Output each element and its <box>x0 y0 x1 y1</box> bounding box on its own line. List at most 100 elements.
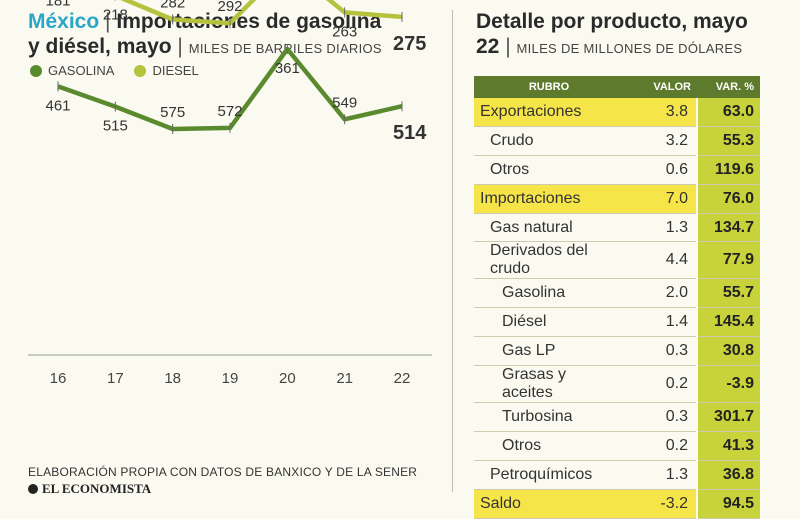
brand-logo: EL ECONOMISTA <box>28 481 151 497</box>
legend-swatch-diesel <box>134 64 147 77</box>
row-valor: 1.3 <box>624 213 697 243</box>
row-label: Gas LP <box>474 336 624 367</box>
brand-mark-icon <box>28 484 38 494</box>
row-label: Grasas y aceites <box>474 365 624 404</box>
x-tick-label: 20 <box>279 370 296 387</box>
data-label: 282 <box>160 0 185 11</box>
row-var: 63.0 <box>696 98 760 127</box>
data-label: 361 <box>275 60 300 77</box>
row-var: 94.5 <box>696 489 760 519</box>
row-label: Exportaciones <box>474 98 624 127</box>
column-divider <box>452 10 453 492</box>
row-valor: 0.3 <box>624 402 697 433</box>
table-row: Turbosina 0.3 301.7 <box>474 402 760 433</box>
row-var: 30.8 <box>696 336 760 367</box>
row-valor: 0.2 <box>624 431 697 461</box>
right-title-year: 22 <box>476 35 500 58</box>
row-label: Otros <box>474 431 624 461</box>
row-var: 301.7 <box>696 402 760 433</box>
row-label: Gasolina <box>474 278 624 309</box>
row-label: Crudo <box>474 126 624 156</box>
data-label: 515 <box>103 118 128 135</box>
legend-label-diesel: DIESEL <box>152 63 199 78</box>
row-var: 55.3 <box>696 126 760 156</box>
row-valor: 3.2 <box>624 126 697 156</box>
row-var: 134.7 <box>696 213 760 243</box>
row-valor: 1.3 <box>624 460 697 490</box>
row-valor: 4.4 <box>624 241 697 280</box>
header-rubro: RUBRO <box>474 76 624 98</box>
table-row: Exportaciones 3.8 63.0 <box>474 98 760 127</box>
row-valor: 7.0 <box>624 184 697 214</box>
data-label: 218 <box>103 7 128 24</box>
row-label: Turbosina <box>474 402 624 433</box>
data-label: 461 <box>45 97 70 114</box>
brand-name: EL ECONOMISTA <box>42 481 152 496</box>
x-tick-label: 22 <box>394 370 411 387</box>
title-line1: Importaciones de gasolina <box>116 10 382 33</box>
row-var: 77.9 <box>696 241 760 280</box>
legend-label-gasolina: GASOLINA <box>48 63 115 78</box>
title-country: México <box>28 10 100 33</box>
row-label: Importaciones <box>474 184 624 214</box>
right-title: Detalle por producto, mayo <box>476 10 748 33</box>
data-label: 181 <box>45 0 70 10</box>
row-valor: 0.6 <box>624 155 697 185</box>
table-row: Crudo 3.2 55.3 <box>474 126 760 156</box>
data-label: 572 <box>217 103 242 120</box>
legend-swatch-gasolina <box>30 64 42 77</box>
row-var: 41.3 <box>696 431 760 461</box>
row-label: Petroquímicos <box>474 460 624 490</box>
row-var: 55.7 <box>696 278 760 309</box>
data-label: 263 <box>332 23 357 40</box>
right-subtitle-separator: | <box>505 35 511 58</box>
row-valor: 1.4 <box>624 307 697 338</box>
header-var: VAR. % <box>697 76 760 98</box>
row-var: 145.4 <box>696 307 760 338</box>
subtitle-separator: | <box>177 35 183 58</box>
x-tick-label: 16 <box>50 370 67 387</box>
row-valor: 0.2 <box>624 365 697 404</box>
row-var: -3.9 <box>696 365 760 404</box>
data-label: 292 <box>217 0 242 15</box>
row-valor: -3.2 <box>624 489 697 519</box>
row-valor: 3.8 <box>624 98 697 127</box>
row-label: Saldo <box>474 489 624 519</box>
right-subtitle: MILES DE MILLONES DE DÓLARES <box>516 41 743 56</box>
x-tick-label: 18 <box>164 370 181 387</box>
table-row: Diésel 1.4 145.4 <box>474 307 760 338</box>
x-tick-label: 17 <box>107 370 124 387</box>
right-title-second-line: 22 | MILES DE MILLONES DE DÓLARES <box>476 35 742 61</box>
row-label: Otros <box>474 155 624 185</box>
table-row: Derivados del crudo 4.4 77.9 <box>474 241 760 280</box>
row-label: Gas natural <box>474 213 624 243</box>
data-label: 575 <box>160 104 185 121</box>
header-valor: VALOR <box>624 76 697 98</box>
left-title: México | Importaciones de gasolina <box>28 10 381 34</box>
detail-table: RUBRO VALOR VAR. % Exportaciones 3.8 63.0 C… <box>474 76 760 519</box>
table-row: Gasolina 2.0 55.7 <box>474 278 760 309</box>
table-header-row: RUBRO VALOR VAR. % <box>474 76 760 98</box>
table-row: Gas LP 0.3 30.8 <box>474 336 760 367</box>
data-label: 514 <box>393 122 427 144</box>
title-line2: y diésel, mayo <box>28 35 172 58</box>
data-label: 549 <box>332 94 357 111</box>
table-row: Grasas y aceites 0.2 -3.9 <box>474 365 760 404</box>
table-row: Otros 0.2 41.3 <box>474 431 760 461</box>
x-tick-label: 21 <box>336 370 353 387</box>
line-chart: 16 17 18 19 20 21 22 461 515 575 572 361 549 514 181 21… <box>28 0 432 387</box>
x-tick-label: 19 <box>222 370 239 387</box>
row-var: 36.8 <box>696 460 760 490</box>
table-row: Otros 0.6 119.6 <box>474 155 760 185</box>
table-row: Gas natural 1.3 134.7 <box>474 213 760 243</box>
row-var: 119.6 <box>696 155 760 185</box>
row-valor: 2.0 <box>624 278 697 309</box>
table-row: Petroquímicos 1.3 36.8 <box>474 460 760 490</box>
row-label: Diésel <box>474 307 624 338</box>
row-label: Derivados del crudo <box>474 241 624 280</box>
data-label: 275 <box>393 33 426 55</box>
chart-legend: GASOLINA DIESEL <box>30 63 199 78</box>
row-var: 76.0 <box>696 184 760 214</box>
title-separator: | <box>105 10 111 33</box>
table-row: Importaciones 7.0 76.0 <box>474 184 760 214</box>
